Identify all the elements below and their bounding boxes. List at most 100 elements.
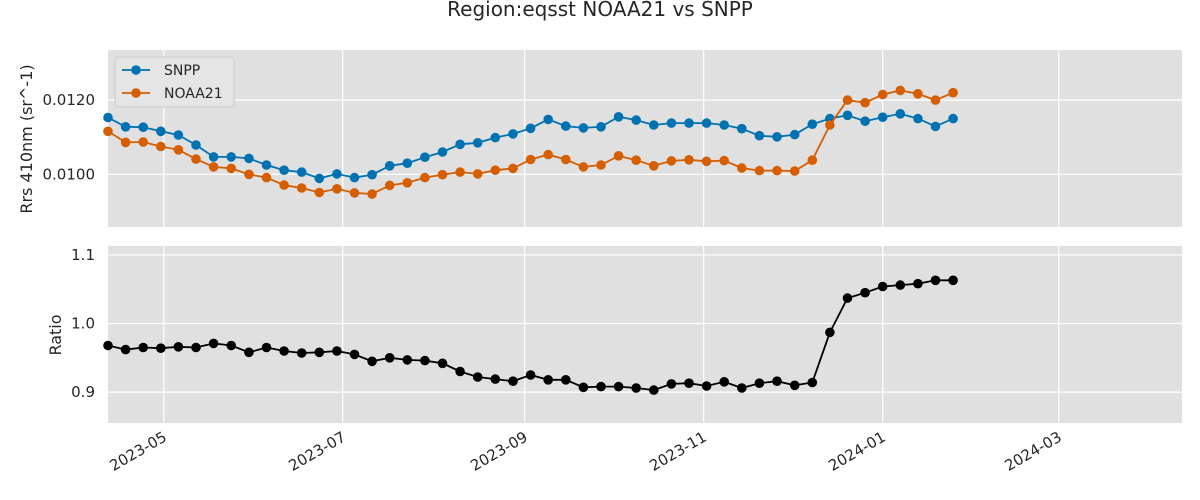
noaa21-data-point xyxy=(349,188,360,198)
noaa21-data-point xyxy=(508,163,518,174)
snpp-data-point xyxy=(701,118,712,128)
noaa21-data-point xyxy=(561,154,571,165)
ratio-data-point xyxy=(561,375,571,385)
ratio-data-point xyxy=(895,280,906,290)
noaa21-data-point xyxy=(226,163,236,174)
rrs-y-axis-label: Rrs 410nm (sr^-1) xyxy=(17,64,36,213)
ratio-data-point xyxy=(525,370,536,380)
snpp-data-point xyxy=(244,153,254,164)
snpp-data-point xyxy=(367,169,377,180)
ratio-data-point xyxy=(596,381,606,392)
snpp-data-point xyxy=(649,120,659,130)
ratio-data-point xyxy=(877,281,888,292)
ratio-plot-area xyxy=(108,246,1182,423)
noaa21-data-point xyxy=(860,97,870,108)
ratio-data-point xyxy=(261,342,272,353)
ratio-y-axis-label: Ratio xyxy=(46,314,65,355)
snpp-data-point xyxy=(402,158,413,168)
ratio-y-tick-label: 1.1 xyxy=(71,246,95,264)
ratio-data-point xyxy=(948,275,958,286)
noaa21-data-point xyxy=(420,172,430,183)
ratio-data-point xyxy=(296,348,307,358)
snpp-data-point xyxy=(138,122,148,132)
ratio-data-point xyxy=(913,278,923,289)
noaa21-data-point xyxy=(930,95,941,105)
noaa21-data-point xyxy=(244,169,254,180)
noaa21-data-point xyxy=(455,167,465,177)
ratio-data-point xyxy=(772,376,782,387)
ratio-data-point xyxy=(120,344,131,355)
noaa21-data-point xyxy=(120,137,131,148)
noaa21-data-point xyxy=(807,155,818,165)
snpp-data-point xyxy=(543,114,553,125)
snpp-data-point xyxy=(173,130,184,140)
x-tick-label-2024-01: 2024-01 xyxy=(825,428,888,475)
snpp-data-point xyxy=(120,122,131,132)
ratio-data-point xyxy=(437,358,448,369)
noaa21-data-point xyxy=(877,89,888,100)
ratio-data-point xyxy=(754,378,765,389)
rrs-plot-area xyxy=(108,50,1182,227)
noaa21-data-point xyxy=(314,187,325,198)
noaa21-data-point xyxy=(737,163,747,173)
x-tick-label-2023-07: 2023-07 xyxy=(285,428,348,475)
legend: SNPP NOAA21 xyxy=(114,56,235,108)
snpp-data-point xyxy=(772,132,782,142)
noaa21-data-point xyxy=(684,155,694,165)
ratio-data-point xyxy=(332,346,342,356)
ratio-data-point xyxy=(719,377,729,387)
noaa21-data-point xyxy=(649,161,659,171)
ratio-y-tick-label: 1.0 xyxy=(71,315,95,333)
noaa21-data-point xyxy=(472,169,483,179)
ratio-data-point xyxy=(860,287,870,298)
noaa21-data-point xyxy=(332,184,342,194)
snpp-data-point xyxy=(455,139,465,150)
ratio-panel: 0.9 1.0 1.1 Ratio xyxy=(46,246,1182,423)
ratio-data-point xyxy=(701,381,712,391)
snpp-data-point xyxy=(631,115,641,125)
ratio-data-point xyxy=(384,353,395,363)
legend-snpp-label: SNPP xyxy=(164,63,200,79)
noaa21-data-point xyxy=(138,137,148,147)
snpp-data-point xyxy=(578,123,589,133)
noaa21-data-point xyxy=(701,156,712,167)
ratio-data-point xyxy=(508,376,518,387)
snpp-data-point xyxy=(384,161,395,171)
noaa21-data-point xyxy=(631,155,641,165)
ratio-data-point xyxy=(455,366,465,377)
snpp-data-point xyxy=(156,126,166,137)
ratio-data-point xyxy=(208,338,219,349)
noaa21-data-point xyxy=(666,156,677,166)
snpp-data-point xyxy=(525,123,536,134)
noaa21-data-point xyxy=(596,160,606,170)
snpp-data-point xyxy=(332,169,342,179)
figure-title: Region:eqsst NOAA21 vs SNPP xyxy=(447,0,753,21)
legend-noaa21-label: NOAA21 xyxy=(164,86,223,102)
ratio-data-point xyxy=(349,349,360,360)
ratio-y-tick-label: 0.9 xyxy=(71,383,95,401)
snpp-data-point xyxy=(860,116,870,126)
ratio-data-point xyxy=(138,342,148,353)
noaa21-data-point xyxy=(437,169,448,180)
noaa21-data-point xyxy=(296,183,307,193)
ratio-data-point xyxy=(930,275,941,286)
ratio-data-point xyxy=(737,383,747,393)
snpp-data-point xyxy=(948,113,958,124)
snpp-data-point xyxy=(807,119,818,129)
ratio-data-point xyxy=(543,375,553,385)
snpp-data-point xyxy=(508,129,518,139)
noaa21-data-point xyxy=(173,145,184,155)
noaa21-data-point xyxy=(754,165,765,176)
noaa21-data-point xyxy=(103,126,113,137)
ratio-data-point xyxy=(420,355,430,366)
ratio-data-point xyxy=(490,374,501,384)
snpp-data-point xyxy=(895,109,906,119)
snpp-data-point xyxy=(754,130,765,141)
snpp-data-point xyxy=(437,147,448,157)
ratio-data-point xyxy=(807,377,818,388)
x-tick-label-2023-05: 2023-05 xyxy=(106,428,169,475)
ratio-data-point xyxy=(666,379,677,389)
noaa21-data-point xyxy=(543,149,553,160)
ratio-data-point xyxy=(173,342,184,352)
snpp-data-point xyxy=(472,138,483,148)
